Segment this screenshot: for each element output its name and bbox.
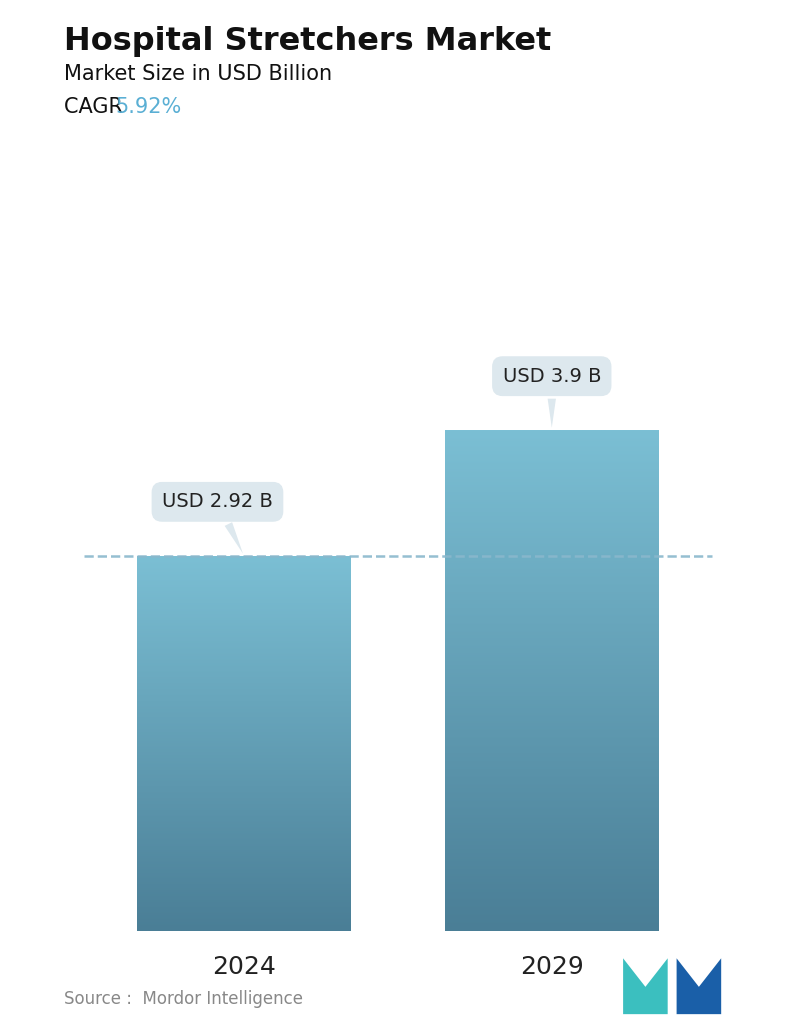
Polygon shape [677,959,721,1014]
Polygon shape [623,959,668,1014]
Text: CAGR: CAGR [64,97,129,117]
Text: Market Size in USD Billion: Market Size in USD Billion [64,64,332,84]
Text: 5.92%: 5.92% [115,97,181,117]
Text: USD 3.9 B: USD 3.9 B [502,367,601,428]
Text: Hospital Stretchers Market: Hospital Stretchers Market [64,26,551,57]
Text: USD 2.92 B: USD 2.92 B [162,492,273,554]
Text: Source :  Mordor Intelligence: Source : Mordor Intelligence [64,991,302,1008]
